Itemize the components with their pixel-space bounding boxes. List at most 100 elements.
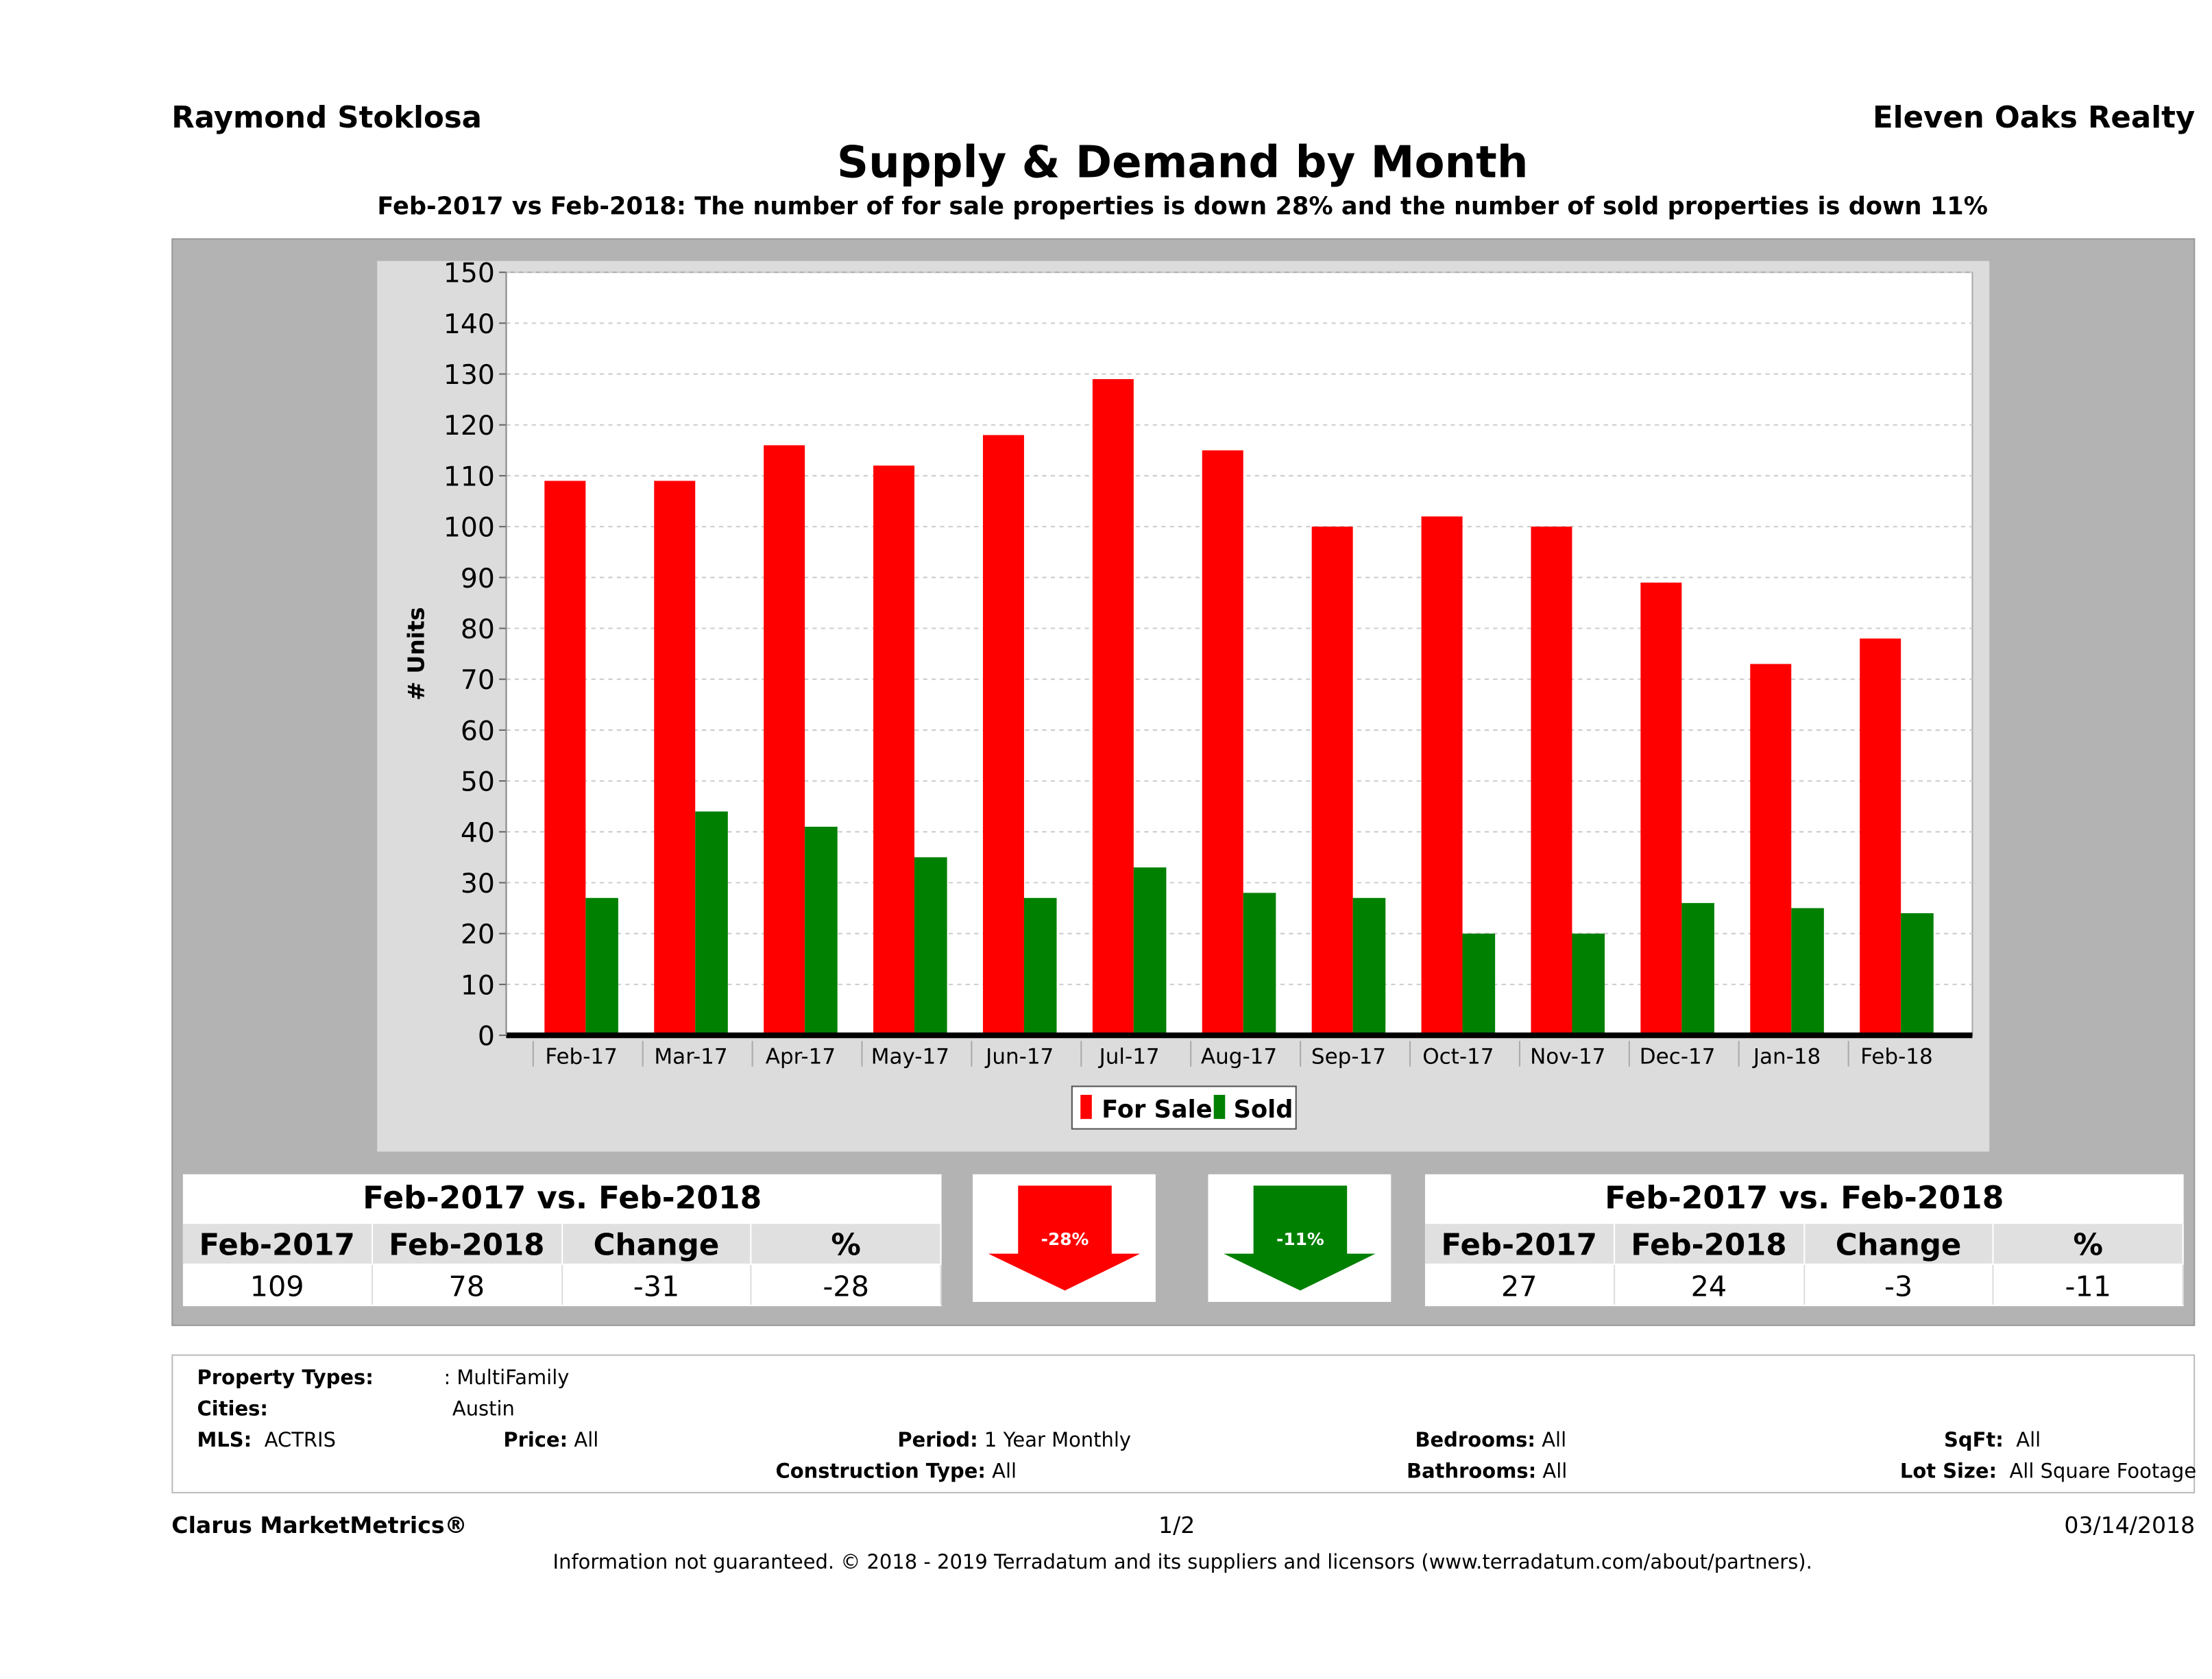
brokerage-name: Eleven Oaks Realty (1873, 100, 2196, 135)
col-header: Feb-2018 (373, 1224, 563, 1264)
bar-for-sale (1311, 527, 1353, 1036)
x-tick-label: Oct-17 (1422, 1044, 1494, 1069)
bar-sold (1023, 897, 1057, 1036)
legend: For Sale Sold (1071, 1085, 1297, 1130)
legend-label-sold: Sold (1234, 1096, 1293, 1124)
period-value: 1 Year Monthly (984, 1429, 1132, 1453)
cell: -3 (1804, 1265, 1994, 1305)
bar-for-sale (1750, 664, 1792, 1036)
col-header: Feb-2017 (1425, 1224, 1615, 1264)
bar-for-sale (764, 445, 805, 1036)
bar-sold (914, 857, 947, 1036)
y-tick-label: 30 (461, 869, 495, 899)
y-axis-label: # Units (403, 607, 430, 700)
cell: -31 (562, 1265, 752, 1305)
bar-for-sale (1202, 450, 1243, 1036)
y-tick-label: 0 (478, 1022, 495, 1052)
bar-for-sale (1421, 516, 1463, 1036)
page-number: 1/2 (1158, 1512, 1195, 1539)
y-tick-label: 150 (443, 258, 495, 289)
table-title: Feb-2017 vs. Feb-2018 (363, 1181, 762, 1217)
mls-value: ACTRIS (264, 1429, 336, 1453)
bathrooms-value: All (1542, 1460, 1568, 1484)
y-tick-label: 90 (461, 564, 495, 594)
bar-sold (1352, 897, 1386, 1036)
x-tick-label: Apr-17 (766, 1044, 836, 1069)
legend-swatch-sold (1213, 1094, 1226, 1120)
y-tick-label: 110 (443, 461, 495, 492)
y-tick-label: 130 (443, 360, 495, 391)
cell: 27 (1425, 1265, 1615, 1305)
label: Construction Type: (775, 1460, 986, 1484)
y-tick-label: 20 (461, 919, 495, 950)
col-header: Change (562, 1224, 752, 1264)
cell: -28 (752, 1265, 942, 1305)
y-tick-label: 50 (461, 767, 495, 798)
bar-for-sale (982, 435, 1024, 1036)
y-tick-label: 10 (461, 970, 495, 1001)
y-tick-label: 80 (461, 614, 495, 645)
disclaimer: Information not guaranteed. © 2018 - 201… (552, 1551, 1812, 1575)
bar-sold (1243, 893, 1276, 1036)
cities-value: Austin (452, 1398, 515, 1421)
sqft-value: All (2016, 1429, 2041, 1453)
bar-sold (1572, 933, 1605, 1036)
x-tick-label: Jul-17 (1098, 1044, 1160, 1069)
cell: 24 (1615, 1265, 1805, 1305)
arrow-label: -28% (1041, 1229, 1089, 1249)
table-title: Feb-2017 vs. Feb-2018 (1605, 1181, 2004, 1217)
cell: 109 (183, 1265, 373, 1305)
col-header: % (1994, 1224, 2184, 1264)
bar-sold (1462, 933, 1496, 1036)
agent-name: Raymond Stoklosa (171, 100, 483, 135)
sold-comparison-table: Feb-2017 vs. Feb-2018 Feb-2017 Feb-2018 … (1424, 1174, 2184, 1307)
page-subtitle: Feb-2017 vs Feb-2018: The number of for … (377, 193, 1989, 221)
price-value: All (574, 1429, 599, 1453)
x-tick-label: Jun-17 (984, 1044, 1054, 1069)
y-tick-label: 70 (461, 665, 495, 696)
x-tick-label: Nov-17 (1530, 1044, 1605, 1069)
lot-size-value: All Square Footage (2009, 1460, 2197, 1484)
y-tick-label: 120 (443, 411, 495, 442)
bar-sold (695, 811, 728, 1036)
for-sale-comparison-table: Feb-2017 vs. Feb-2018 Feb-2017 Feb-2018 … (182, 1174, 942, 1307)
bar-sold (1133, 867, 1167, 1036)
x-tick-label: Sep-17 (1311, 1044, 1386, 1069)
y-tick-label: 60 (461, 716, 495, 747)
sold-change-arrow: -11% (1208, 1174, 1391, 1302)
label: SqFt: (1944, 1429, 2004, 1453)
legend-label-for-sale: For Sale (1102, 1096, 1212, 1124)
x-tick-label: Feb-17 (545, 1044, 618, 1069)
for-sale-change-arrow: -28% (973, 1174, 1156, 1302)
label: Lot Size: (1899, 1460, 1997, 1484)
label: Price: (503, 1429, 568, 1453)
label: Property Types: (197, 1367, 374, 1390)
col-header: % (752, 1224, 942, 1264)
bar-for-sale (544, 481, 586, 1036)
down-arrow-icon: -28% (988, 1185, 1141, 1291)
construction-value: All (992, 1460, 1017, 1484)
bar-for-sale (654, 481, 696, 1036)
bar-for-sale (1640, 582, 1682, 1036)
bar-for-sale (1531, 527, 1572, 1036)
legend-swatch-for-sale (1080, 1094, 1092, 1120)
arrow-label: -11% (1276, 1229, 1324, 1249)
col-header: Feb-2018 (1615, 1224, 1805, 1264)
y-tick-label: 40 (461, 818, 495, 849)
x-tick-label: Dec-17 (1640, 1044, 1716, 1069)
cell: 78 (373, 1265, 563, 1305)
bar-sold (1681, 903, 1714, 1036)
label: Cities: (197, 1398, 268, 1421)
col-header: Feb-2017 (183, 1224, 373, 1264)
x-tick-label: Aug-17 (1201, 1044, 1277, 1069)
search-criteria: Property Types: : MultiFamily Cities: Au… (171, 1354, 2197, 1494)
bar-for-sale (873, 466, 915, 1036)
col-header: Change (1804, 1224, 1994, 1264)
cell: -11 (1994, 1265, 2184, 1305)
label: Bedrooms: (1415, 1429, 1536, 1453)
y-tick-label: 100 (443, 513, 495, 544)
label: Period: (897, 1429, 978, 1453)
page-title: Supply & Demand by Month (836, 137, 1529, 189)
